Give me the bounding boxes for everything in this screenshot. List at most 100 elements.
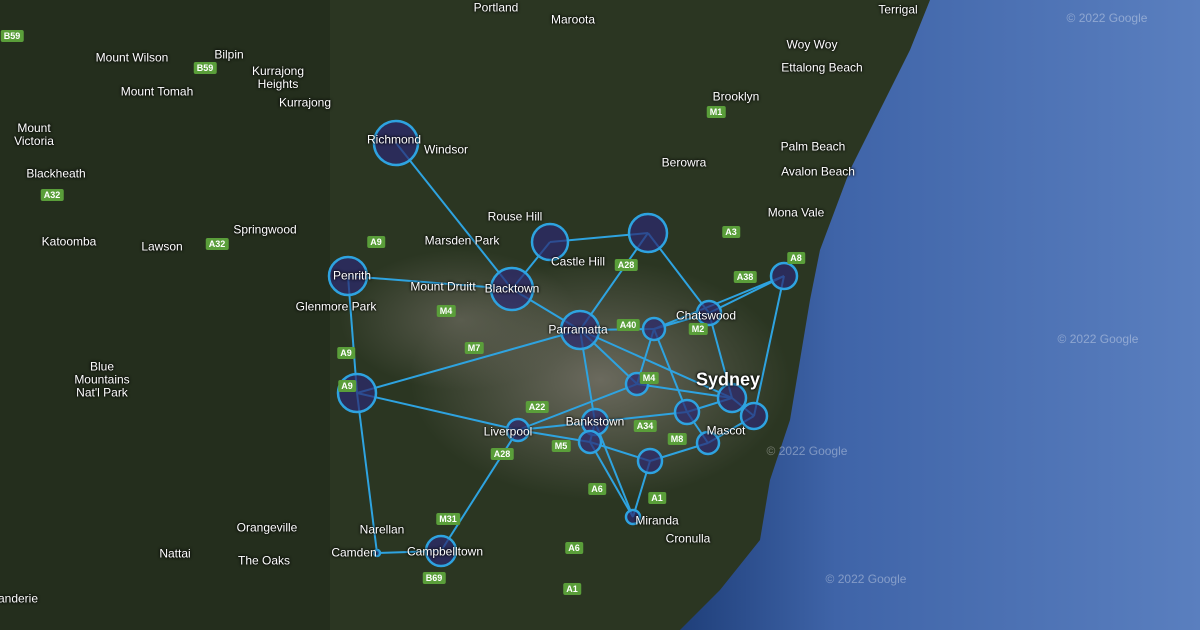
network-edge [579, 329, 733, 399]
place-label: Mount Victoria [14, 121, 54, 148]
place-label: Windsor [423, 142, 469, 157]
place-label: Lawson [141, 239, 183, 254]
road-shield: A34 [633, 420, 657, 432]
road-shield: M2 [688, 323, 708, 335]
network-node[interactable] [530, 222, 570, 262]
network-edge [653, 328, 688, 413]
copyright-watermark: © 2022 Google [1057, 332, 1139, 346]
place-label: Springwood [233, 222, 297, 237]
place-label: Bankstown [565, 414, 625, 429]
place-label: anderie [0, 591, 39, 606]
copyright-watermark: © 2022 Google [825, 572, 907, 586]
place-label: Campbelltown [406, 544, 484, 559]
road-shield: M31 [436, 513, 460, 525]
network-node[interactable] [559, 309, 601, 351]
road-shield: A1 [563, 583, 581, 595]
copyright-watermark: © 2022 Google [1066, 11, 1148, 25]
place-label: Katoomba [41, 234, 97, 249]
network-node[interactable] [769, 261, 799, 291]
place-label: Glenmore Park [295, 299, 377, 314]
place-label: Woy Woy [786, 37, 838, 52]
urban-area-west [340, 250, 580, 390]
place-label: Narellan [359, 522, 405, 537]
network-node[interactable] [424, 534, 458, 568]
network-edge [395, 142, 513, 290]
place-label: Mona Vale [767, 205, 825, 220]
place-label: Kurrajong [278, 95, 332, 110]
road-shield: A8 [787, 252, 805, 264]
network-edge [347, 275, 513, 290]
place-label: The Oaks [237, 553, 291, 568]
network-node[interactable] [695, 299, 723, 327]
road-shield: B69 [422, 572, 446, 584]
place-label: Blacktown [484, 281, 540, 296]
place-label: Mount Wilson [95, 50, 169, 65]
place-label: Avalon Beach [781, 164, 855, 179]
place-label: Brooklyn [712, 89, 760, 104]
road-shield: A6 [588, 483, 606, 495]
place-label: Rouse Hill [487, 209, 543, 224]
network-node[interactable] [716, 382, 748, 414]
road-shield: M7 [464, 342, 484, 354]
place-label: Cronulla [665, 531, 711, 546]
network-node[interactable] [673, 398, 701, 426]
network-edge [753, 275, 785, 417]
network-node[interactable] [327, 255, 369, 297]
network-node[interactable] [641, 316, 667, 342]
network-edge [356, 392, 519, 431]
road-shield: M1 [706, 106, 726, 118]
network-edge [636, 383, 733, 399]
place-label: Mount Tomah [120, 84, 194, 99]
place-label: Bilpin [214, 47, 244, 62]
place-label: Richmond [366, 132, 422, 147]
place-label: Camden [331, 545, 377, 560]
road-shield: A32 [40, 189, 64, 201]
road-shield: A22 [525, 401, 549, 413]
network-node[interactable] [624, 508, 642, 526]
network-node[interactable] [627, 212, 669, 254]
network-node[interactable] [489, 266, 535, 312]
road-shield: A38 [733, 271, 757, 283]
copyright-watermark: © 2022 Google [766, 444, 848, 458]
place-label: Miranda [635, 513, 679, 528]
road-shield: A28 [614, 259, 638, 271]
network-node[interactable] [372, 548, 382, 558]
place-label: Berowra [661, 155, 707, 170]
place-label: Mount Druitt [410, 279, 476, 294]
place-label: Nattai [159, 546, 191, 561]
place-label: Parramatta [548, 322, 608, 337]
network-edge [517, 383, 638, 431]
road-shield: A6 [565, 542, 583, 554]
road-shield: B59 [193, 62, 217, 74]
mountains-area [0, 0, 330, 630]
road-shield: A9 [367, 236, 385, 248]
place-label: Blackheath [26, 166, 86, 181]
road-shield: M8 [667, 433, 687, 445]
road-shield: M4 [436, 305, 456, 317]
place-label: Penrith [332, 268, 372, 283]
road-shield: M4 [639, 372, 659, 384]
network-node[interactable] [636, 447, 664, 475]
road-shield: A3 [722, 226, 740, 238]
road-shield: B59 [0, 30, 24, 42]
road-shield: A9 [338, 380, 356, 392]
network-node[interactable] [577, 429, 603, 455]
place-label: Terrigal [878, 2, 918, 17]
place-label: Mascot [706, 423, 746, 438]
place-label: Palm Beach [780, 139, 846, 154]
network-node[interactable] [739, 401, 769, 431]
network-edge [653, 275, 785, 330]
network-node[interactable] [505, 417, 531, 443]
place-label: Orangeville [236, 520, 298, 535]
network-node[interactable] [372, 119, 420, 167]
road-shield: A32 [205, 238, 229, 250]
road-shield: M5 [551, 440, 571, 452]
place-label: Chatswood [675, 308, 737, 323]
network-node[interactable] [695, 430, 721, 456]
place-label: Maroota [550, 12, 596, 27]
road-shield: A9 [337, 347, 355, 359]
place-label: Sydney [695, 369, 761, 390]
place-label: Marsden Park [424, 233, 500, 248]
network-edge [594, 411, 688, 423]
